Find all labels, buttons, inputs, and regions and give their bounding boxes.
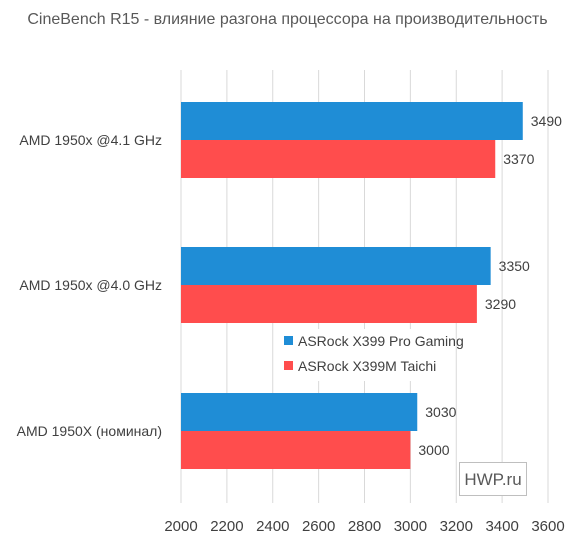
category-label: AMD 1950x @4.1 GHz xyxy=(19,132,162,148)
legend-swatch xyxy=(284,361,293,370)
x-tick-label: 3600 xyxy=(531,518,564,535)
x-tick-label: 2400 xyxy=(256,518,289,535)
x-tick-label: 2600 xyxy=(302,518,335,535)
data-label: 3290 xyxy=(485,296,516,312)
bar xyxy=(181,431,411,469)
legend-swatch xyxy=(284,336,293,345)
x-axis-tick-labels: 2000 2200 2400 2600 2800 3000 3200 3400 3600 xyxy=(164,518,564,535)
data-label: 3370 xyxy=(503,151,534,167)
bar xyxy=(181,285,477,323)
category-label: AMD 1950X (номинал) xyxy=(17,423,162,439)
bar xyxy=(181,247,491,285)
data-label: 3490 xyxy=(531,113,562,129)
bar xyxy=(181,102,523,140)
data-label: 3000 xyxy=(418,442,449,458)
x-tick-label: 2200 xyxy=(210,518,243,535)
legend: ASRock X399 Pro Gaming ASRock X399M Taich… xyxy=(278,329,464,381)
data-label: 3350 xyxy=(499,258,530,274)
x-tick-label: 3000 xyxy=(394,518,427,535)
category-labels: AMD 1950x @4.1 GHz AMD 1950x @4.0 GHz AMD … xyxy=(17,132,162,439)
chart-title: CineBench R15 - влияние разгона процессо… xyxy=(27,11,548,28)
value-labels: 3490 3370 3350 3290 3030 3000 xyxy=(418,113,562,458)
data-label: 3030 xyxy=(425,404,456,420)
watermark-logo: HWP.ru xyxy=(459,462,527,496)
legend-label: ASRock X399 Pro Gaming xyxy=(298,333,464,349)
bar xyxy=(181,393,418,431)
bars xyxy=(181,102,523,469)
bar xyxy=(181,140,496,178)
x-tick-label: 2800 xyxy=(348,518,381,535)
x-tick-label: 3400 xyxy=(485,518,518,535)
legend-label: ASRock X399M Taichi xyxy=(298,358,436,374)
x-tick-label: 3200 xyxy=(440,518,473,535)
legend-background xyxy=(278,329,450,381)
category-label: AMD 1950x @4.0 GHz xyxy=(19,277,162,293)
x-tick-label: 2000 xyxy=(164,518,197,535)
